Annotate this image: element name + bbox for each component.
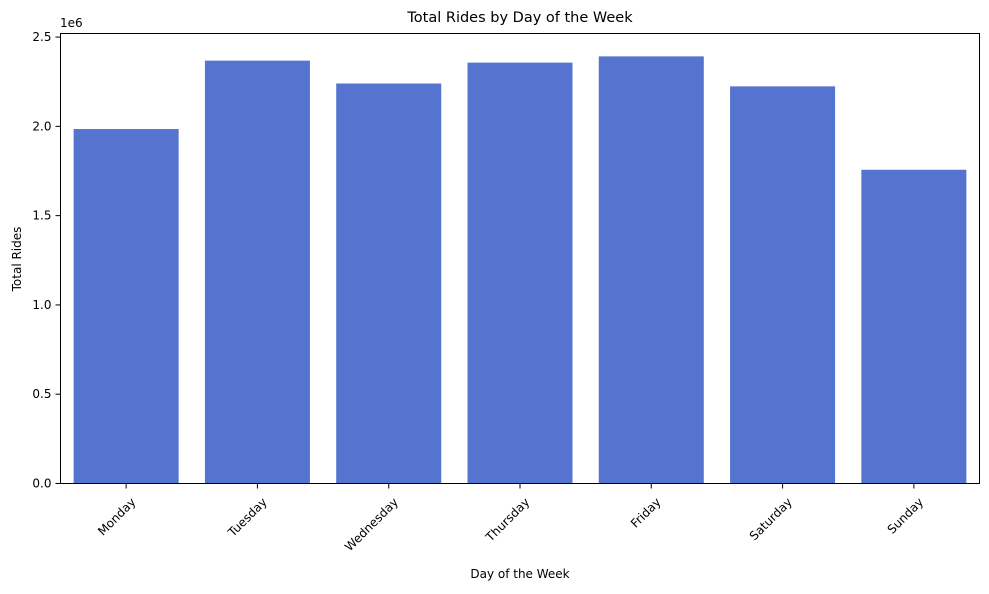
x-axis-ticks: Monday Tuesday Wednesday Thursday Friday Satu…: [95, 483, 927, 554]
bar-sunday: [861, 169, 967, 484]
y-axis-ticks: 0.0 0.5 1.0 1.5 2.0 2.5: [32, 30, 61, 491]
chart-title: Total Rides by Day of the Week: [406, 10, 633, 26]
bar-tuesday: [204, 60, 310, 484]
x-tick-label-monday: Monday: [95, 495, 138, 538]
x-tick-label-sunday: Sunday: [885, 495, 927, 537]
y-tick-label: 1.0: [32, 298, 51, 312]
y-axis-offset-label: 1e6: [60, 16, 83, 30]
x-axis-label: Day of the Week: [470, 567, 569, 581]
y-tick-label: 2.5: [32, 30, 51, 44]
y-tick-label: 0.5: [32, 387, 51, 401]
y-axis-label: Total Rides: [10, 227, 24, 293]
bar-saturday: [730, 86, 836, 484]
x-tick-label-wednesday: Wednesday: [342, 495, 401, 554]
x-tick-label-friday: Friday: [628, 495, 664, 531]
bar-monday: [73, 129, 179, 484]
y-tick-label: 1.5: [32, 209, 51, 223]
bar-thursday: [467, 62, 573, 484]
bar-wednesday: [336, 83, 442, 484]
y-tick-label: 0.0: [32, 477, 51, 491]
x-tick-label-tuesday: Tuesday: [225, 495, 270, 540]
x-tick-label-saturday: Saturday: [747, 495, 795, 543]
plot-frame: [60, 33, 980, 484]
bar-friday: [598, 56, 704, 484]
bar-group: [73, 56, 967, 484]
y-tick-label: 2.0: [32, 119, 51, 133]
x-tick-label-thursday: Thursday: [482, 495, 532, 545]
